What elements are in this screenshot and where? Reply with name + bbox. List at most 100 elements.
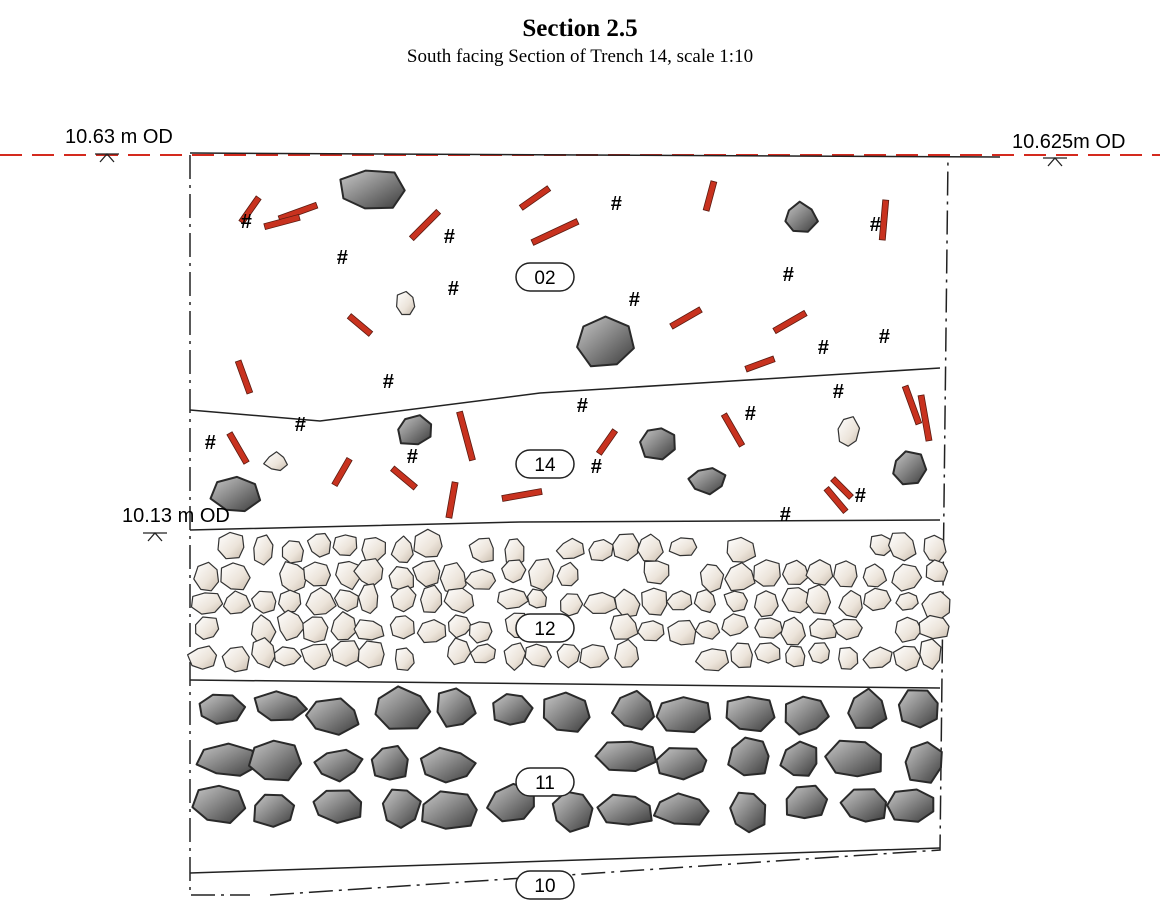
pale-stone xyxy=(221,563,250,590)
pale-stone xyxy=(755,643,780,663)
tile-fragment xyxy=(879,200,888,240)
dark-stone xyxy=(848,689,886,728)
charcoal-symbol: # xyxy=(744,403,756,425)
pale-stone xyxy=(896,593,918,611)
pale-stone xyxy=(722,614,748,636)
tile-fragment xyxy=(670,307,702,329)
pale-stone xyxy=(809,643,830,663)
pale-stone xyxy=(465,569,496,589)
pale-stone xyxy=(192,593,223,614)
pale-stone xyxy=(264,452,288,471)
pale-stone xyxy=(222,647,249,672)
dark-stone xyxy=(640,428,675,459)
context-label: 14 xyxy=(534,455,556,476)
pale-stone xyxy=(280,562,308,593)
pale-stone xyxy=(894,646,921,671)
pale-stone xyxy=(755,618,783,638)
pale-stone xyxy=(397,292,415,315)
dark-stone xyxy=(422,791,477,828)
pale-stone xyxy=(580,645,609,668)
level-label: 10.63 m OD xyxy=(65,126,173,148)
dark-stone xyxy=(376,686,431,728)
pale-stone xyxy=(525,644,551,667)
pale-stone xyxy=(362,538,386,562)
pale-stone xyxy=(892,564,922,591)
pale-stone xyxy=(502,560,526,583)
pale-stone xyxy=(254,535,273,565)
dark-stone xyxy=(841,789,886,821)
pale-stone xyxy=(556,538,584,558)
pale-stone xyxy=(557,644,580,668)
tile-fragment xyxy=(745,356,775,372)
pale-stone xyxy=(919,616,949,639)
dark-stone xyxy=(654,793,709,824)
pale-stone xyxy=(922,591,950,620)
dark-stone xyxy=(612,691,654,730)
pale-stone xyxy=(613,534,639,561)
pale-stone xyxy=(839,648,858,670)
tile-fragment xyxy=(391,466,418,490)
dark-stone xyxy=(657,748,707,779)
pale-stone xyxy=(610,614,638,639)
pale-stone xyxy=(529,559,554,591)
datum-marker xyxy=(143,533,167,541)
pale-stone xyxy=(303,617,328,642)
context-label: 11 xyxy=(535,773,555,794)
dark-stone xyxy=(730,793,765,833)
pale-stone xyxy=(391,586,416,612)
dark-stone xyxy=(728,738,768,776)
tile-fragment xyxy=(703,181,717,212)
pale-stone xyxy=(642,588,667,615)
pale-stone xyxy=(224,591,251,614)
datum-marker xyxy=(1043,158,1067,166)
pale-stone xyxy=(336,562,360,590)
dark-stone xyxy=(553,792,593,832)
dark-stone xyxy=(398,415,431,444)
pale-stone xyxy=(833,619,862,639)
dark-stone xyxy=(192,786,245,823)
tile-fragment xyxy=(235,360,252,394)
pale-stone xyxy=(504,643,525,670)
pale-stone xyxy=(864,588,891,610)
charcoal-symbol: # xyxy=(590,456,602,478)
dark-stone xyxy=(787,786,827,818)
pale-stone xyxy=(725,563,755,591)
dark-stone xyxy=(372,746,408,780)
pale-stone xyxy=(444,588,473,613)
pale-stone xyxy=(359,584,378,614)
pale-stone xyxy=(589,540,613,561)
pale-stone xyxy=(834,561,857,587)
pale-stone xyxy=(414,529,442,557)
pale-stone xyxy=(301,644,331,669)
dark-stone xyxy=(200,695,246,724)
pale-stone xyxy=(279,590,301,612)
tile-fragment xyxy=(721,413,744,447)
subtitle: South facing Section of Trench 14, scale… xyxy=(407,46,753,67)
pale-stone xyxy=(470,622,492,643)
pale-stone xyxy=(332,641,360,666)
pale-stone xyxy=(863,564,886,587)
tile-fragment xyxy=(502,489,542,502)
pale-stone xyxy=(188,646,217,669)
dark-stone xyxy=(249,741,301,781)
pale-stone xyxy=(448,638,471,665)
pale-stone xyxy=(889,533,916,561)
dark-stone xyxy=(906,742,942,783)
dark-stone xyxy=(438,688,476,726)
pale-stone xyxy=(331,612,356,640)
pale-stone xyxy=(696,649,729,671)
pale-stone xyxy=(354,620,384,640)
pale-stone xyxy=(194,562,219,591)
pale-stone xyxy=(806,585,830,614)
dark-stone xyxy=(785,202,818,232)
boundary-12-11 xyxy=(190,680,940,688)
charcoal-symbol: # xyxy=(294,414,306,436)
pale-stone xyxy=(838,417,859,447)
pale-stone xyxy=(391,536,413,562)
charcoal-symbol: # xyxy=(854,485,866,507)
dark-stone xyxy=(544,693,590,732)
pale-stone xyxy=(252,591,276,613)
dark-stone xyxy=(340,171,404,209)
pale-stone xyxy=(644,561,669,584)
